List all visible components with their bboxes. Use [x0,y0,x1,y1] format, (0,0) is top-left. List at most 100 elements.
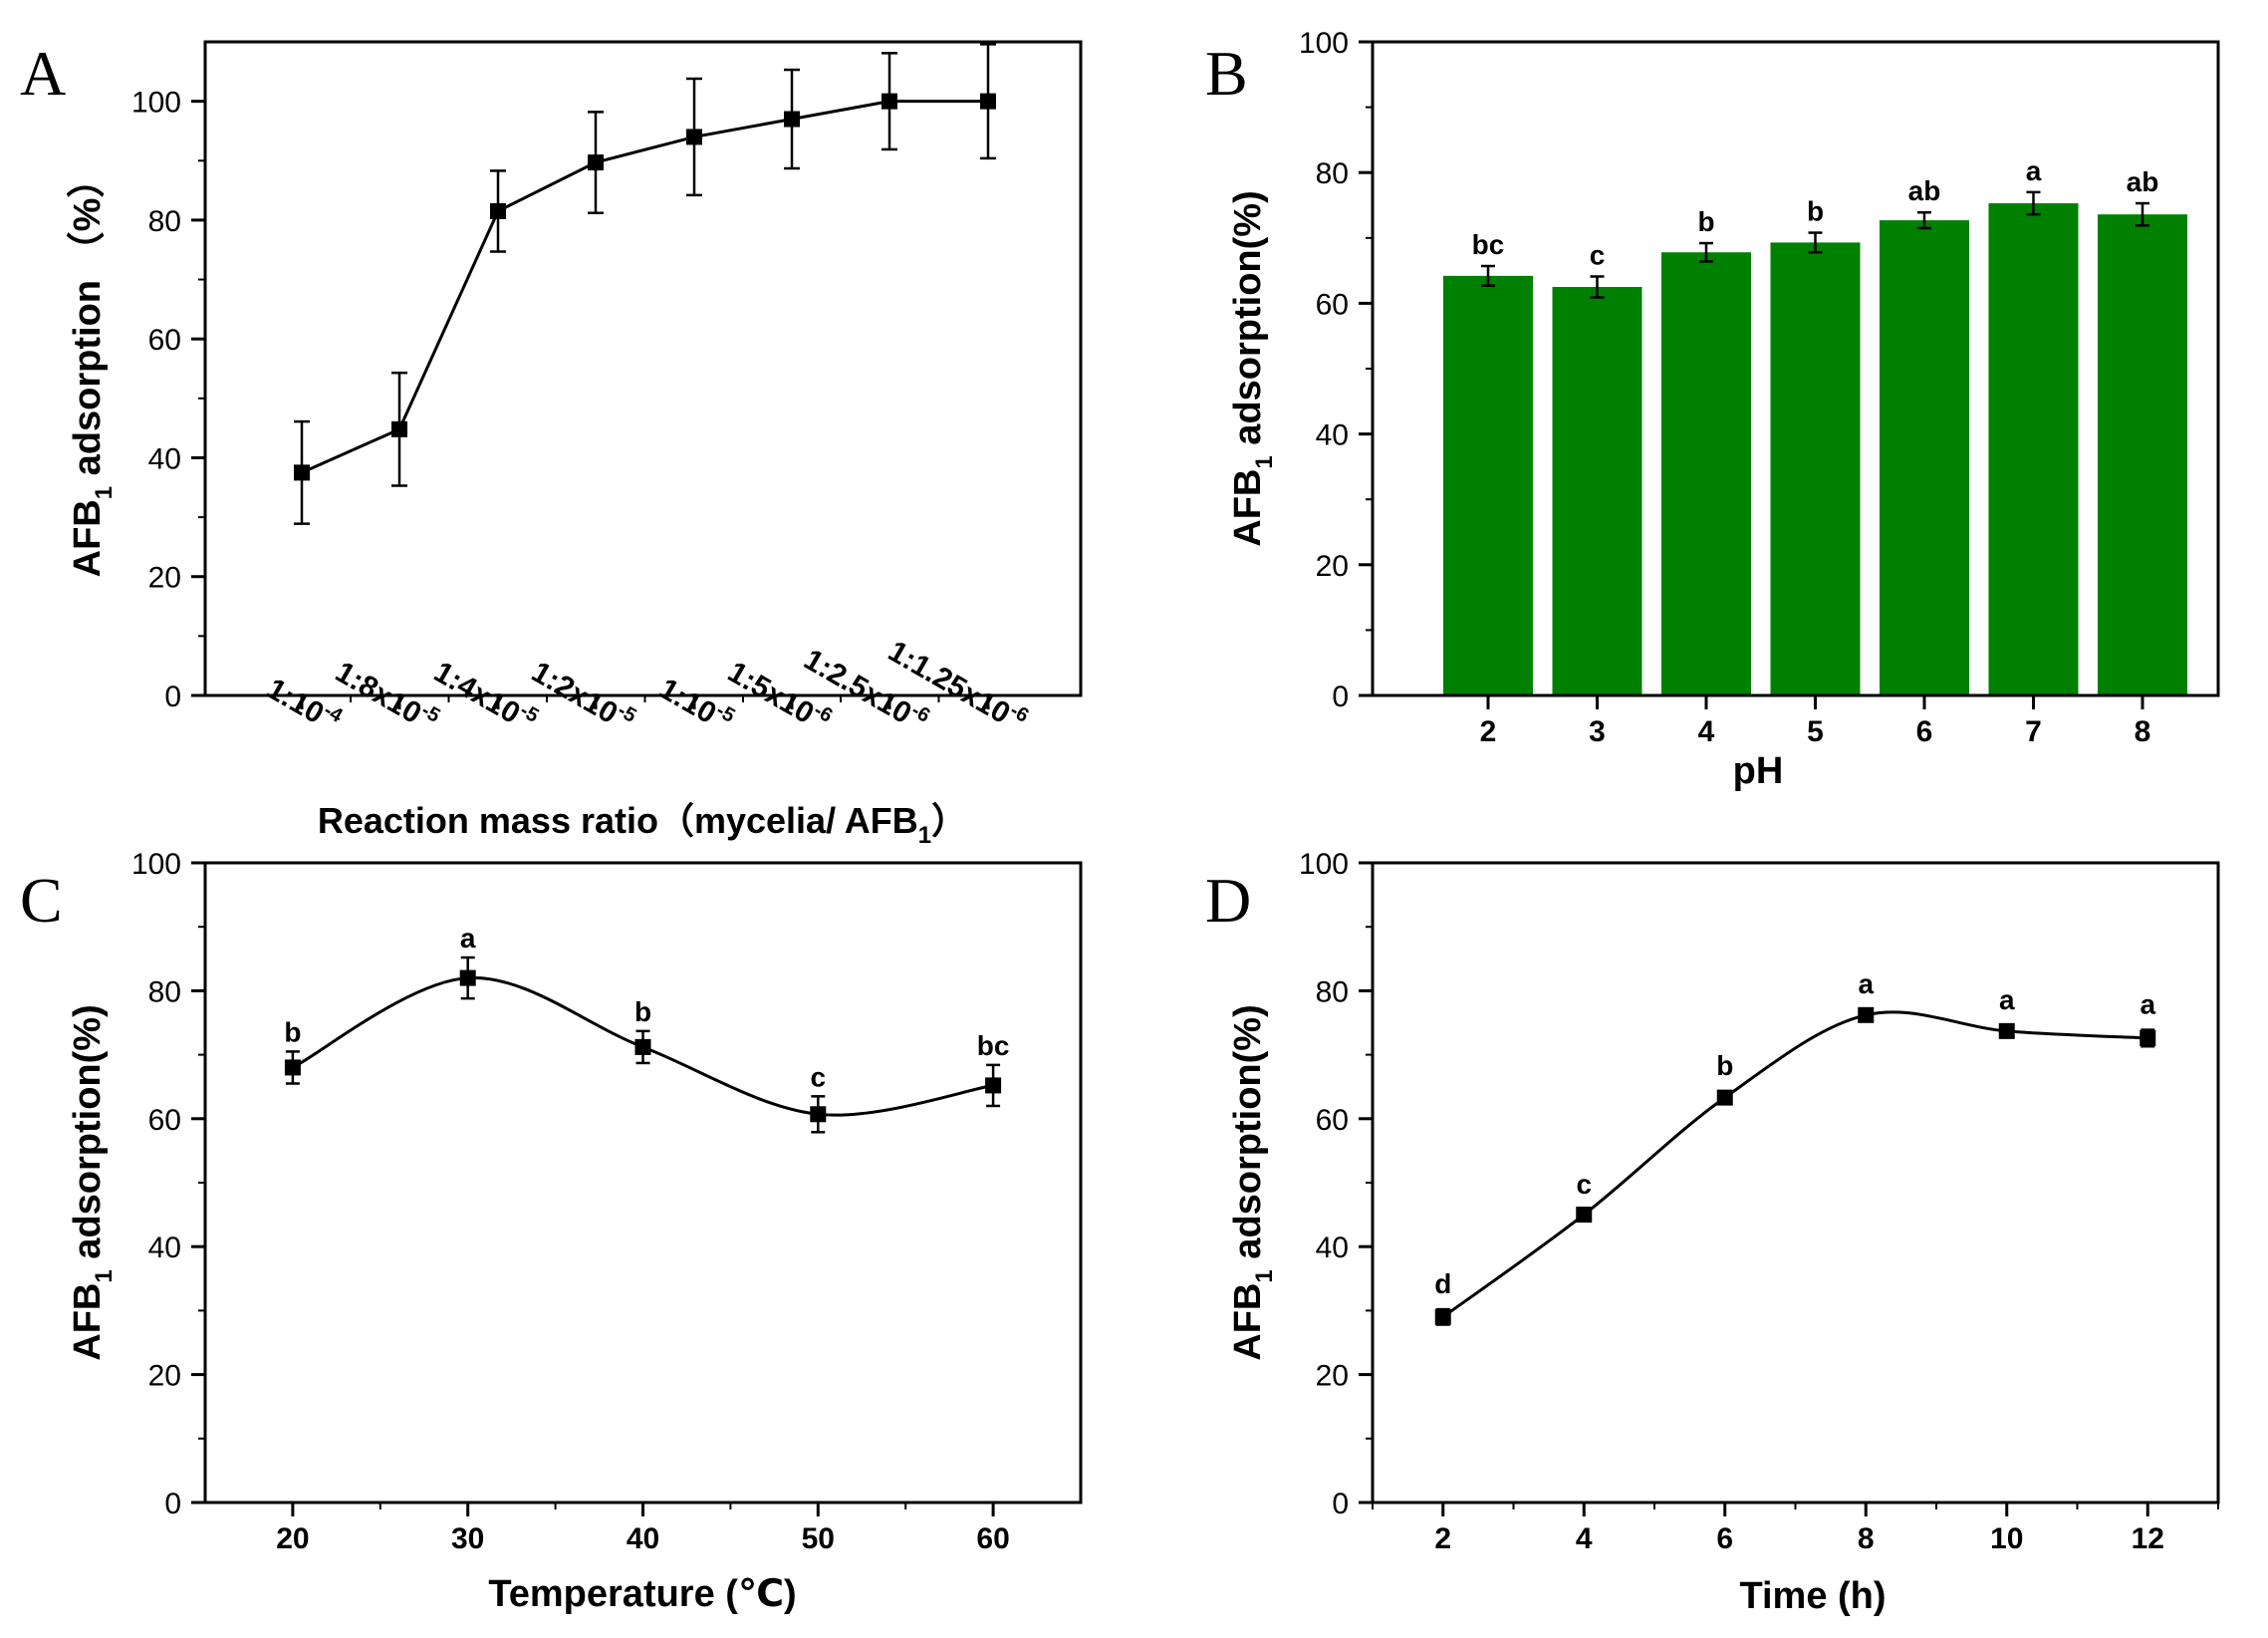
significance-label: b [284,1016,301,1047]
y-tick-label: 80 [1316,157,1349,190]
y-tick-label: 20 [148,1360,181,1393]
x-tick-label: 7 [2025,715,2042,748]
x-axis-title: Reaction mass ratio（mycelia/ AFB1） [318,800,967,849]
y-tick-label: 0 [164,1488,181,1520]
panel-letter: D [1205,865,1251,936]
x-tick-label: 10 [1990,1522,2023,1555]
data-point [1716,1089,1733,1106]
y-tick-label: 0 [164,681,181,713]
data-point [588,154,604,171]
panel-d: 0 20 40 60 80 100 AFB1 adsorption(%) D 2 4 6 8 10 12 T… [1205,848,2220,1617]
x-tick-label: 6 [1716,1522,1733,1555]
y-tick-label: 20 [1316,550,1349,583]
significance-label: b [1697,206,1714,237]
x-tick-label: 30 [451,1522,484,1555]
data-point [810,1106,827,1123]
significance-label: c [811,1061,827,1092]
panel-letter: B [1205,38,1248,109]
x-tick-label: 60 [976,1522,1009,1555]
series-line [1441,1010,2148,1319]
bar [1661,252,1751,695]
x-tick-label-base: 1:10 [653,673,722,731]
data-point [882,93,897,110]
y-tick-label: 20 [148,562,181,595]
x-tick-label: 8 [1858,1522,1875,1555]
x-tick-label: 8 [2135,715,2151,748]
y-axis-title-main: AFB [67,1283,109,1361]
data-point [459,969,476,986]
x-tick-label: 12 [2132,1522,2164,1555]
x-axis-title-main: Reaction mass ratio（mycelia/ AFB [318,800,918,841]
y-axis-title-tail: adsorption （%） [67,160,109,486]
data-point [1576,1207,1593,1224]
x-tick-label: 40 [627,1522,659,1555]
x-tick-label-base: 1:4x10 [428,656,525,730]
x-tick-label-base: 1:8x10 [330,656,426,730]
data-point [294,464,310,481]
data-point [1434,1308,1451,1325]
y-axis-title-tail: adsorption(%) [1227,1004,1269,1269]
y-tick-label: 40 [148,442,181,475]
x-tick-label: 4 [1698,715,1715,748]
panel-b: 0 20 40 60 80 100 AFB1 adsorption(%) Bbc c b b ab a a… [1205,27,2220,792]
significance-label: c [1576,1169,1592,1200]
y-tick-label: 80 [148,975,181,1008]
data-point [1858,1006,1875,1023]
significance-label: b [634,996,651,1027]
y-tick-label: 0 [1332,681,1349,713]
data-point [686,129,702,145]
y-axis-title-tail: adsorption(%) [1227,190,1269,455]
y-tick-label: 100 [131,87,181,120]
significance-label: a [2140,989,2155,1020]
significance-label: b [1716,1050,1733,1081]
y-axis-title: AFB1 adsorption(%) [1227,190,1278,546]
plot-frame-c [203,861,1083,1504]
data-point [1998,1022,2015,1039]
x-axis-title: Temperature (℃) [488,1573,796,1615]
x-tick-label: 1:1.25x10-6 [882,632,1032,739]
y-tick-label: 80 [1316,975,1349,1008]
y-tick-label: 0 [1332,1488,1349,1520]
x-tick-label-base: 1:10 [261,673,330,731]
significance-label: d [1434,1268,1451,1299]
x-tick-label: 50 [802,1522,835,1555]
y-tick-label: 100 [1299,848,1349,881]
data-point [784,111,800,128]
significance-label: c [1590,240,1606,271]
significance-label: a [1858,968,1874,999]
x-axis-title-tail: ） [931,800,967,841]
plot-frame-d [1371,861,2220,1504]
y-axis-title-sub: 1 [1251,455,1278,468]
y-tick-label: 40 [1316,1231,1349,1264]
y-tick-label: 40 [1316,419,1349,452]
x-axis-title: Time (h) [1739,1575,1886,1617]
plot-frame-a [203,40,1083,697]
y-axis-title-main: AFB [1227,1283,1269,1361]
y-axis-title-sub: 1 [91,1269,118,1282]
y-tick-label: 100 [131,848,181,881]
y-axis-title-sub: 1 [91,486,118,499]
y-tick-label: 100 [1299,27,1349,60]
y-tick-label: 80 [148,205,181,238]
data-point [980,93,996,110]
y-axis-title: AFB1 adsorption(%) [1227,1004,1278,1360]
bar [1552,287,1642,695]
data-point [634,1038,651,1055]
bar [1988,203,2079,696]
significance-label: a [1999,984,2015,1015]
panel-letter: C [20,865,63,936]
panel-letter: A [20,38,66,109]
significance-label: bc [1472,229,1505,260]
y-tick-label: 40 [148,1231,181,1264]
significance-label: b [1807,196,1824,227]
data-point [490,202,506,219]
y-tick-label: 60 [148,1104,181,1137]
y-tick-label: 60 [1316,1104,1349,1137]
x-axis-title: pH [1733,750,1784,792]
significance-label: ab [2127,166,2159,197]
data-point [391,420,407,437]
x-tick-label: 5 [1807,715,1824,748]
x-tick-label-base: 1:2x10 [526,656,623,730]
x-tick-label: 2 [1434,1522,1451,1555]
